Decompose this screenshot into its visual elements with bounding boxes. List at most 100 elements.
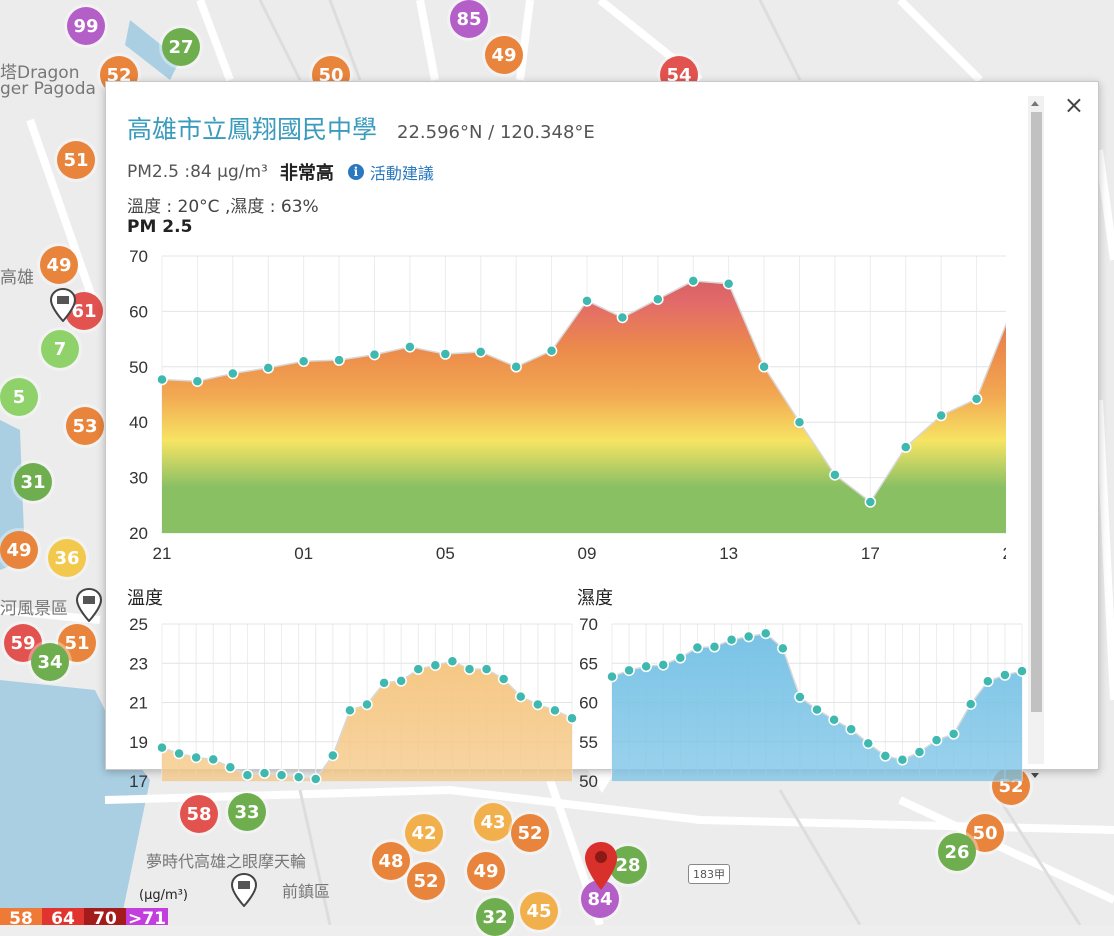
data-point <box>845 723 857 735</box>
scrollbar[interactable] <box>1028 96 1044 778</box>
scroll-down-arrow[interactable] <box>1031 773 1039 778</box>
pm-reading: PM2.5 :84 μg/m³ <box>127 162 268 182</box>
station-marker[interactable]: 49 <box>467 852 505 890</box>
scrollbar-thumb[interactable] <box>1031 112 1042 712</box>
map-place-label: 高雄 <box>0 268 34 288</box>
data-point <box>862 737 874 750</box>
y-tick-label: 19 <box>129 733 148 752</box>
station-marker[interactable]: 27 <box>162 28 200 66</box>
x-tick-label: 01 <box>294 544 313 563</box>
popup-header: 高雄市立鳳翔國民中學 22.596°N / 120.348°E <box>127 110 595 146</box>
data-point <box>224 761 237 774</box>
data-point <box>475 346 487 358</box>
data-point <box>510 361 522 373</box>
station-marker[interactable]: 26 <box>938 833 976 871</box>
camera-pin-icon[interactable] <box>76 588 102 622</box>
data-point <box>292 771 305 783</box>
y-tick-label: 23 <box>129 654 148 673</box>
pm-chart-title: PM 2.5 <box>127 217 193 237</box>
road-number-badge: 183甲 <box>688 864 730 884</box>
data-point <box>207 753 219 766</box>
station-marker[interactable]: 36 <box>48 539 86 577</box>
y-tick-label: 55 <box>579 733 598 752</box>
x-tick-label: 13 <box>719 544 738 563</box>
camera-pin-icon[interactable] <box>231 873 257 907</box>
data-point <box>156 373 168 386</box>
data-point <box>227 367 239 380</box>
data-point <box>623 664 635 677</box>
station-marker[interactable]: 49 <box>485 36 523 74</box>
area-fill <box>162 661 572 781</box>
data-point <box>657 659 669 671</box>
camera-pin-icon[interactable] <box>50 288 76 322</box>
station-marker[interactable]: 58 <box>180 795 218 833</box>
station-marker[interactable]: 5 <box>0 378 38 416</box>
data-point <box>344 704 356 717</box>
station-marker[interactable]: 32 <box>476 898 514 936</box>
station-marker[interactable]: 85 <box>450 0 488 38</box>
station-marker[interactable]: 45 <box>520 892 558 930</box>
legend-unit: (μg/m³) <box>139 888 188 903</box>
data-point <box>429 659 442 671</box>
data-point <box>691 641 704 654</box>
data-point <box>480 663 493 675</box>
station-marker[interactable]: 52 <box>407 862 445 900</box>
station-marker[interactable]: 42 <box>405 814 443 852</box>
station-marker[interactable]: 33 <box>228 793 266 831</box>
data-point <box>191 375 204 387</box>
humidity-chart: 50 55 60 65 70 <box>579 615 1028 789</box>
data-point <box>497 673 510 685</box>
data-point <box>879 750 892 762</box>
data-point <box>708 641 721 653</box>
y-tick-label: 65 <box>579 654 598 673</box>
data-point <box>581 295 593 307</box>
area-fill <box>612 633 1022 781</box>
station-marker[interactable]: 49 <box>0 531 38 569</box>
data-point <box>275 769 288 781</box>
station-marker[interactable]: 99 <box>67 7 105 45</box>
data-point <box>687 275 699 287</box>
data-point <box>606 670 618 683</box>
station-marker[interactable]: 51 <box>57 141 95 179</box>
data-point <box>545 344 558 357</box>
data-point <box>310 773 322 785</box>
selected-location-pin-icon[interactable] <box>583 840 619 892</box>
y-tick-label: 17 <box>129 772 148 789</box>
data-point <box>549 704 561 717</box>
data-point <box>947 728 960 740</box>
scroll-up-arrow[interactable] <box>1031 101 1039 106</box>
station-marker[interactable]: 53 <box>66 407 104 445</box>
data-point <box>412 663 424 675</box>
advice-link[interactable]: 活動建議 <box>369 164 434 183</box>
data-point <box>640 660 652 673</box>
data-point <box>896 754 909 766</box>
map-place-label: 塔Dragon <box>0 63 80 83</box>
station-marker[interactable]: 43 <box>474 803 512 841</box>
station-marker[interactable]: 52 <box>511 814 549 852</box>
station-marker[interactable]: 31 <box>14 463 52 501</box>
map-place-label: ger Pagoda <box>0 79 96 99</box>
map-place-label: 河風景區 <box>0 599 68 619</box>
pm-reading-row: PM2.5 :84 μg/m³ 非常高 i 活動建議 <box>127 159 434 185</box>
data-point <box>404 341 416 353</box>
station-marker[interactable]: 7 <box>41 330 79 368</box>
data-point <box>725 633 738 646</box>
y-tick-label: 50 <box>579 772 598 789</box>
station-marker[interactable]: 48 <box>372 842 410 880</box>
x-tick-label: 21 <box>1003 544 1006 563</box>
data-point <box>935 409 947 422</box>
station-popup: × 高雄市立鳳翔國民中學 22.596°N / 120.348°E PM2.5 … <box>105 81 1099 789</box>
data-point <box>532 698 544 711</box>
data-point <box>463 663 476 675</box>
data-point <box>297 355 310 368</box>
legend-cell: 58 <box>0 908 42 925</box>
info-icon[interactable]: i <box>347 164 364 180</box>
station-marker[interactable]: 34 <box>31 643 69 681</box>
site-name[interactable]: 高雄市立鳳翔國民中學 <box>127 115 378 144</box>
pm25-chart: 20 30 40 50 60 70 21 01 05 09 13 17 21 <box>129 247 1006 563</box>
data-point <box>652 293 664 305</box>
station-marker[interactable]: 49 <box>40 246 78 284</box>
close-button[interactable]: × <box>1063 91 1084 119</box>
station-marker[interactable]: 84 <box>581 880 619 918</box>
data-point <box>930 734 943 746</box>
